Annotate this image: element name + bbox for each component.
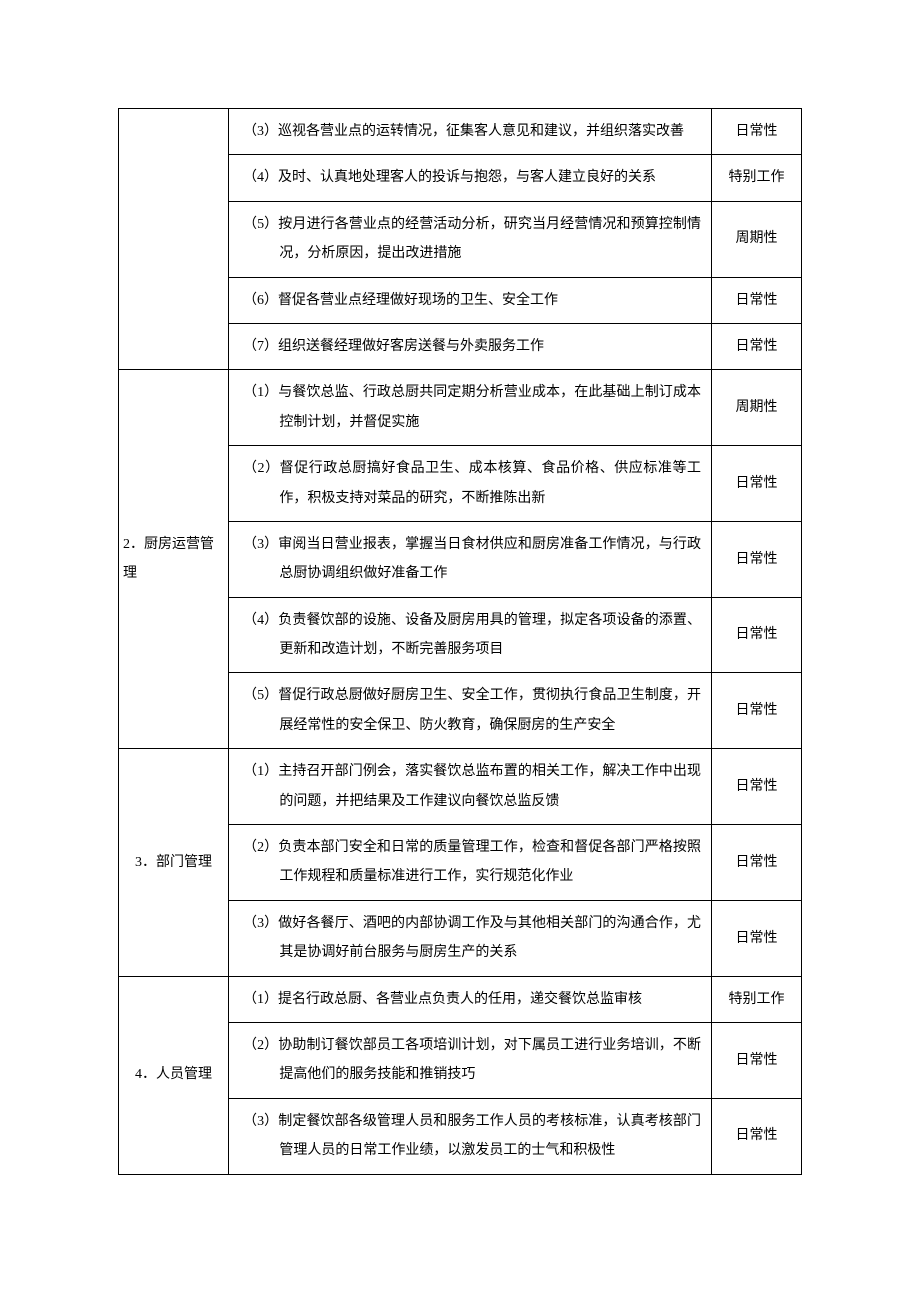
task-text: （4）及时、认真地处理客人的投诉与抱怨，与客人建立良好的关系 bbox=[243, 163, 701, 192]
task-cell: （7）组织送餐经理做好客房送餐与外卖服务工作 bbox=[229, 323, 712, 369]
tag-cell: 周期性 bbox=[712, 370, 802, 446]
task-text: （2）督促行政总厨搞好食品卫生、成本核算、食品价格、供应标准等工作，积极支持对菜… bbox=[243, 454, 701, 513]
task-cell: （5）按月进行各营业点的经营活动分析，研究当月经营情况和预算控制情况，分析原因，… bbox=[229, 201, 712, 277]
task-text: （3）审阅当日营业报表，掌握当日食材供应和厨房准备工作情况，与行政总厨协调组织做… bbox=[243, 530, 701, 589]
tag-cell: 日常性 bbox=[712, 749, 802, 825]
task-cell: （1）主持召开部门例会，落实餐饮总监布置的相关工作，解决工作中出现的问题，并把结… bbox=[229, 749, 712, 825]
category-label: 4．人员管理 bbox=[135, 1060, 212, 1089]
tag-cell: 日常性 bbox=[712, 597, 802, 673]
task-cell: （1）与餐饮总监、行政总厨共同定期分析营业成本，在此基础上制订成本控制计划，并督… bbox=[229, 370, 712, 446]
tag-cell: 日常性 bbox=[712, 900, 802, 976]
tag-cell: 日常性 bbox=[712, 1022, 802, 1098]
tag-cell: 周期性 bbox=[712, 201, 802, 277]
category-cell: 2．厨房运营管理 bbox=[119, 370, 229, 749]
task-text: （5）按月进行各营业点的经营活动分析，研究当月经营情况和预算控制情况，分析原因，… bbox=[243, 210, 701, 269]
task-text: （3）巡视各营业点的运转情况，征集客人意见和建议，并组织落实改善 bbox=[243, 117, 701, 146]
task-text: （6）督促各营业点经理做好现场的卫生、安全工作 bbox=[243, 286, 701, 315]
task-cell: （6）督促各营业点经理做好现场的卫生、安全工作 bbox=[229, 277, 712, 323]
tag-cell: 日常性 bbox=[712, 673, 802, 749]
task-cell: （2）负责本部门安全和日常的质量管理工作，检查和督促各部门严格按照工作规程和质量… bbox=[229, 825, 712, 901]
task-cell: （4）及时、认真地处理客人的投诉与抱怨，与客人建立良好的关系 bbox=[229, 155, 712, 201]
task-text: （2）协助制订餐饮部员工各项培训计划，对下属员工进行业务培训，不断提高他们的服务… bbox=[243, 1031, 701, 1090]
task-text: （3）做好各餐厅、酒吧的内部协调工作及与其他相关部门的沟通合作，尤其是协调好前台… bbox=[243, 909, 701, 968]
task-cell: （2）协助制订餐饮部员工各项培训计划，对下属员工进行业务培训，不断提高他们的服务… bbox=[229, 1022, 712, 1098]
tag-cell: 日常性 bbox=[712, 825, 802, 901]
task-text: （5）督促行政总厨做好厨房卫生、安全工作，贯彻执行食品卫生制度，开展经常性的安全… bbox=[243, 681, 701, 740]
task-text: （1）主持召开部门例会，落实餐饮总监布置的相关工作，解决工作中出现的问题，并把结… bbox=[243, 757, 701, 816]
table-row: （3）巡视各营业点的运转情况，征集客人意见和建议，并组织落实改善 日常性 bbox=[119, 109, 802, 155]
document-page: （3）巡视各营业点的运转情况，征集客人意见和建议，并组织落实改善 日常性 （4）… bbox=[0, 0, 920, 1302]
tag-cell: 日常性 bbox=[712, 277, 802, 323]
table-row: 2．厨房运营管理 （1）与餐饮总监、行政总厨共同定期分析营业成本，在此基础上制订… bbox=[119, 370, 802, 446]
task-text: （4）负责餐饮部的设施、设备及厨房用具的管理，拟定各项设备的添置、更新和改造计划… bbox=[243, 606, 701, 665]
category-cell: 3．部门管理 bbox=[119, 749, 229, 976]
category-cell bbox=[119, 109, 229, 370]
tag-cell: 特别工作 bbox=[712, 155, 802, 201]
responsibility-table: （3）巡视各营业点的运转情况，征集客人意见和建议，并组织落实改善 日常性 （4）… bbox=[118, 108, 802, 1175]
task-cell: （2）督促行政总厨搞好食品卫生、成本核算、食品价格、供应标准等工作，积极支持对菜… bbox=[229, 446, 712, 522]
task-cell: （3）巡视各营业点的运转情况，征集客人意见和建议，并组织落实改善 bbox=[229, 109, 712, 155]
task-cell: （4）负责餐饮部的设施、设备及厨房用具的管理，拟定各项设备的添置、更新和改造计划… bbox=[229, 597, 712, 673]
table-row: 3．部门管理 （1）主持召开部门例会，落实餐饮总监布置的相关工作，解决工作中出现… bbox=[119, 749, 802, 825]
task-text: （7）组织送餐经理做好客房送餐与外卖服务工作 bbox=[243, 332, 701, 361]
task-cell: （1）提名行政总厨、各营业点负责人的任用，递交餐饮总监审核 bbox=[229, 976, 712, 1022]
tag-cell: 日常性 bbox=[712, 109, 802, 155]
task-cell: （3）制定餐饮部各级管理人员和服务工作人员的考核标准，认真考核部门管理人员的日常… bbox=[229, 1098, 712, 1174]
category-label: 2．厨房运营管理 bbox=[123, 530, 224, 589]
tag-cell: 日常性 bbox=[712, 323, 802, 369]
task-text: （3）制定餐饮部各级管理人员和服务工作人员的考核标准，认真考核部门管理人员的日常… bbox=[243, 1107, 701, 1166]
task-text: （1）提名行政总厨、各营业点负责人的任用，递交餐饮总监审核 bbox=[243, 985, 701, 1014]
tag-cell: 特别工作 bbox=[712, 976, 802, 1022]
tag-cell: 日常性 bbox=[712, 521, 802, 597]
task-text: （1）与餐饮总监、行政总厨共同定期分析营业成本，在此基础上制订成本控制计划，并督… bbox=[243, 378, 701, 437]
task-text: （2）负责本部门安全和日常的质量管理工作，检查和督促各部门严格按照工作规程和质量… bbox=[243, 833, 701, 892]
task-cell: （3）审阅当日营业报表，掌握当日食材供应和厨房准备工作情况，与行政总厨协调组织做… bbox=[229, 521, 712, 597]
task-cell: （3）做好各餐厅、酒吧的内部协调工作及与其他相关部门的沟通合作，尤其是协调好前台… bbox=[229, 900, 712, 976]
task-cell: （5）督促行政总厨做好厨房卫生、安全工作，贯彻执行食品卫生制度，开展经常性的安全… bbox=[229, 673, 712, 749]
tag-cell: 日常性 bbox=[712, 446, 802, 522]
category-cell: 4．人员管理 bbox=[119, 976, 229, 1174]
category-label: 3．部门管理 bbox=[135, 848, 212, 877]
table-row: 4．人员管理 （1）提名行政总厨、各营业点负责人的任用，递交餐饮总监审核 特别工… bbox=[119, 976, 802, 1022]
tag-cell: 日常性 bbox=[712, 1098, 802, 1174]
